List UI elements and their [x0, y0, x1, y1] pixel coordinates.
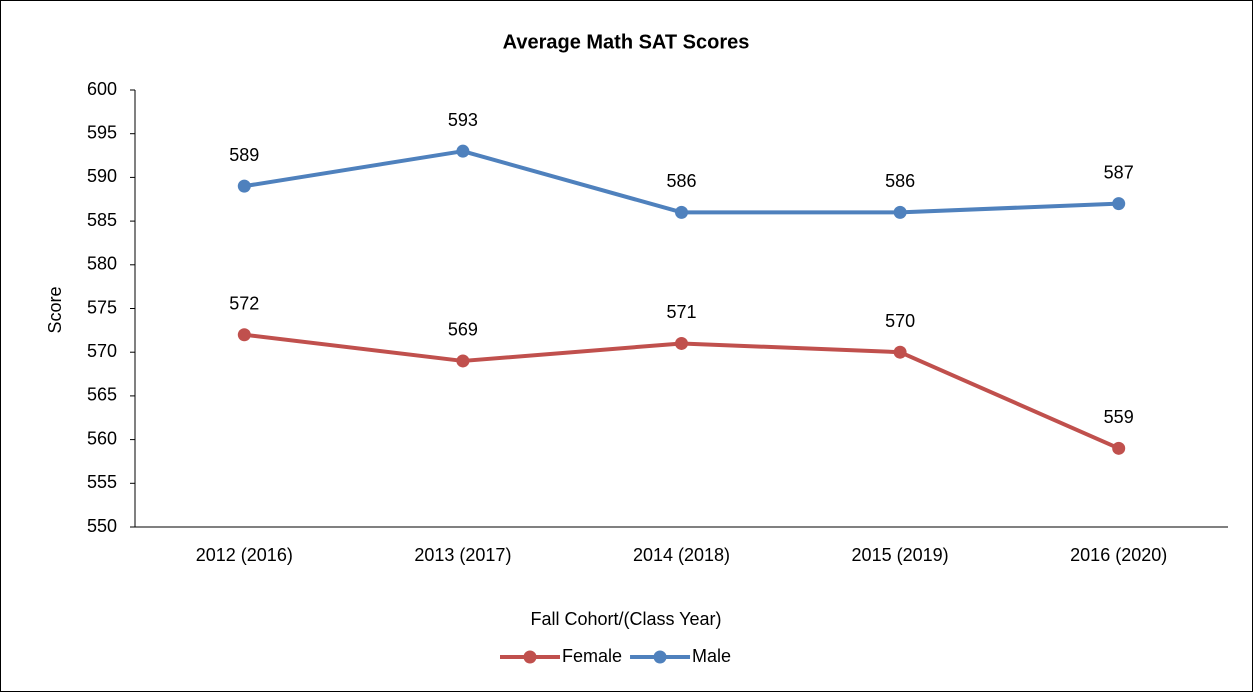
- point: [456, 354, 470, 368]
- y-tick-label: 575: [87, 297, 117, 317]
- x-tick-label: 2013 (2017): [414, 545, 511, 565]
- y-tick-label: 555: [87, 472, 117, 492]
- legend-marker: [523, 650, 537, 664]
- data-label: 593: [448, 110, 478, 130]
- data-label: 589: [229, 145, 259, 165]
- legend-label: Female: [562, 646, 622, 666]
- data-label: 571: [666, 302, 696, 322]
- data-label: 559: [1104, 407, 1134, 427]
- y-tick-label: 585: [87, 210, 117, 230]
- chart-title: Average Math SAT Scores: [503, 31, 750, 53]
- y-tick-label: 560: [87, 428, 117, 448]
- point: [893, 345, 907, 359]
- data-label: 586: [666, 171, 696, 191]
- point: [1112, 441, 1126, 455]
- x-tick-label: 2016 (2020): [1070, 545, 1167, 565]
- x-tick-label: 2015 (2019): [852, 545, 949, 565]
- point: [675, 205, 688, 219]
- data-label: 586: [885, 171, 915, 191]
- y-tick-label: 565: [87, 385, 117, 405]
- point: [456, 144, 470, 158]
- data-label: 569: [448, 320, 478, 340]
- x-tick-label: 2012 (2016): [196, 545, 293, 565]
- data-label: 587: [1104, 162, 1134, 182]
- point: [893, 205, 907, 219]
- point: [237, 179, 251, 193]
- data-label: 570: [885, 311, 915, 331]
- y-tick-label: 595: [87, 122, 117, 142]
- y-tick-label: 600: [87, 79, 117, 99]
- data-label: 572: [229, 293, 259, 313]
- y-tick-label: 550: [87, 516, 117, 536]
- x-tick-label: 2014 (2018): [633, 545, 730, 565]
- y-tick-label: 590: [87, 166, 117, 186]
- legend-marker: [653, 650, 667, 664]
- y-axis-label: Score: [45, 286, 65, 333]
- y-tick-label: 580: [87, 254, 117, 274]
- x-axis-label: Fall Cohort/(Class Year): [530, 609, 721, 629]
- point: [675, 336, 688, 350]
- y-tick-label: 570: [87, 341, 117, 361]
- legend-label: Male: [692, 646, 731, 666]
- point: [1112, 197, 1126, 211]
- point: [237, 328, 251, 342]
